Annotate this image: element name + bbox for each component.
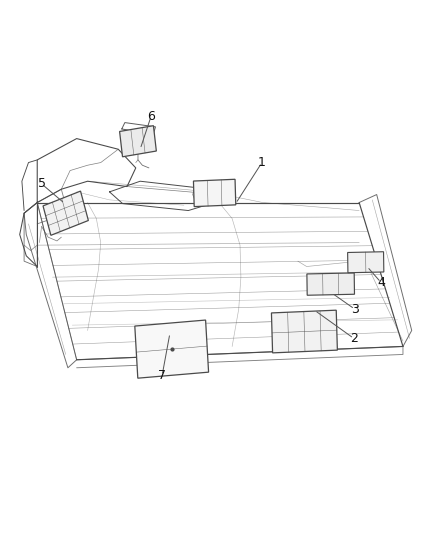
Text: 2: 2 <box>350 332 358 345</box>
Text: 5: 5 <box>38 177 46 190</box>
Text: 1: 1 <box>258 156 266 169</box>
Text: 6: 6 <box>147 110 155 123</box>
Polygon shape <box>120 126 156 157</box>
Polygon shape <box>135 320 208 378</box>
Polygon shape <box>272 310 337 353</box>
Text: 3: 3 <box>351 303 359 316</box>
Text: 4: 4 <box>377 276 385 289</box>
Polygon shape <box>307 273 354 295</box>
Polygon shape <box>348 252 384 273</box>
Text: 7: 7 <box>158 369 166 382</box>
Polygon shape <box>43 191 88 235</box>
Polygon shape <box>194 179 236 207</box>
